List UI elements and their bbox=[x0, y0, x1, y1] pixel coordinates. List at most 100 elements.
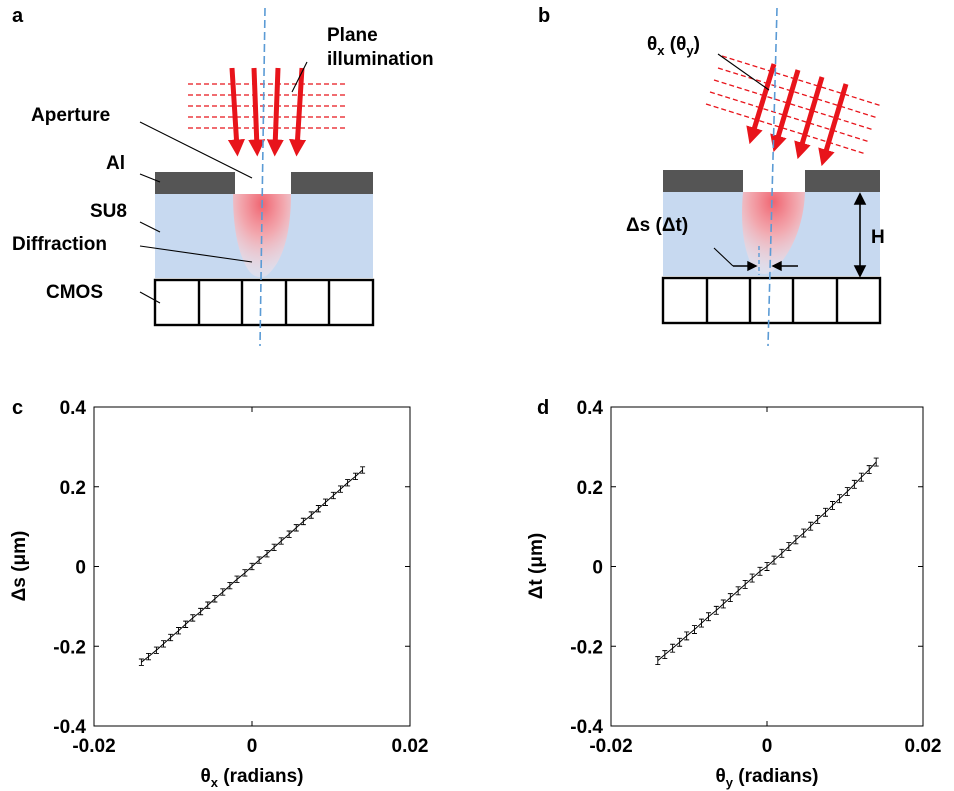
chart-d-error-bar bbox=[684, 631, 690, 641]
panel-a-label-su8: SU8 bbox=[90, 201, 127, 222]
chart-c-error-bar bbox=[337, 485, 343, 493]
panel-b-optical-axis bbox=[767, 7, 778, 347]
chart-d-error-bar bbox=[873, 457, 879, 467]
chart-c-xtick-label: 0.02 bbox=[392, 736, 429, 757]
chart-d-error-bar bbox=[757, 566, 763, 576]
chart-d-error-bar bbox=[851, 479, 857, 489]
panel-a-illumination-arrows bbox=[227, 67, 307, 157]
chart-c-error-bar bbox=[227, 582, 233, 590]
panel-b: b bbox=[538, 5, 885, 347]
panel-a-optical-axis bbox=[259, 7, 266, 347]
chart-c-ytick-label: 0 bbox=[75, 558, 86, 579]
chart-c-error-bar bbox=[352, 472, 358, 481]
chart-c-y-ticks: 0.4 0.2 0 -0.2 -0.4 bbox=[53, 398, 86, 738]
panel-b-cmos-array bbox=[661, 276, 882, 325]
chart-d-error-bar bbox=[713, 605, 719, 615]
panel-b-al-right bbox=[805, 170, 880, 192]
chart-c-error-bar bbox=[176, 627, 182, 635]
panel-c: c 0.4 0.2 0 -0.2 -0.4 -0.02 0 0.02 θx (r… bbox=[9, 397, 428, 790]
panel-b-height-arrow bbox=[853, 192, 867, 278]
chart-d-error-bar bbox=[858, 472, 864, 482]
panel-a-al-right bbox=[291, 172, 373, 194]
chart-c-error-bar bbox=[300, 517, 306, 526]
chart-d-error-bar bbox=[771, 555, 777, 565]
chart-d-error-bar bbox=[801, 528, 807, 538]
panel-b-label-theta: θx (θy) bbox=[647, 34, 700, 58]
chart-d-error-bar bbox=[742, 580, 748, 589]
panel-a-letter: a bbox=[12, 5, 24, 27]
chart-c-error-bar bbox=[183, 620, 189, 628]
chart-c-error-bar bbox=[168, 633, 174, 642]
chart-c-error-bar bbox=[286, 530, 292, 538]
panel-a-label-al: Al bbox=[106, 153, 125, 174]
chart-d-ytick-label: -0.4 bbox=[570, 717, 603, 738]
chart-d-error-bar bbox=[698, 618, 704, 628]
panel-a-label-diffraction: Diffraction bbox=[12, 234, 107, 255]
chart-c-error-bar bbox=[205, 601, 211, 609]
chart-c-error-bar bbox=[249, 562, 255, 571]
chart-d-xtick-label: 0 bbox=[762, 736, 773, 757]
chart-c-x-axis-title: θx (radians) bbox=[200, 766, 303, 790]
chart-c-error-bar bbox=[256, 556, 262, 564]
panel-a-diffraction-cone bbox=[233, 194, 291, 278]
panel-b-illumination-arrows bbox=[746, 63, 849, 167]
chart-d-series-line bbox=[657, 461, 877, 661]
chart-d-ytick-label: -0.2 bbox=[570, 637, 603, 658]
chart-c-y-axis-title: Δs (μm) bbox=[9, 531, 30, 602]
chart-d-error-bar bbox=[808, 521, 814, 531]
panel-a-label-illumination: illumination bbox=[327, 49, 434, 70]
panel-b-diffraction-cone bbox=[742, 192, 805, 274]
chart-d-error-bar bbox=[786, 542, 792, 551]
panel-b-plane-wave-lines bbox=[705, 55, 883, 155]
panel-a-label-cmos: CMOS bbox=[46, 282, 103, 303]
chart-c-xtick-label: 0 bbox=[247, 736, 258, 757]
chart-d-error-bar bbox=[779, 548, 785, 558]
chart-c-error-bar bbox=[330, 491, 336, 500]
chart-d-error-bar bbox=[837, 494, 843, 504]
chart-d-error-bar bbox=[662, 650, 668, 660]
chart-d-ytick-label: 0 bbox=[592, 558, 603, 579]
panel-b-theta-callout bbox=[717, 53, 770, 91]
chart-c-ytick-label: -0.2 bbox=[53, 637, 86, 658]
chart-c-error-bar bbox=[161, 640, 167, 648]
chart-d-error-bar bbox=[727, 593, 733, 603]
panel-a-al-left bbox=[155, 172, 235, 194]
chart-d-error-bar bbox=[764, 562, 770, 571]
panel-a-cmos-array bbox=[153, 278, 375, 327]
chart-c-error-bar bbox=[308, 511, 314, 519]
panel-b-al-left bbox=[663, 170, 743, 192]
chart-d-x-ticks: -0.02 0 0.02 bbox=[589, 736, 941, 757]
panel-a: a bbox=[12, 5, 434, 347]
chart-d-xtick-label: -0.02 bbox=[589, 736, 632, 757]
chart-d-error-bar bbox=[793, 535, 799, 545]
chart-c-marks bbox=[93, 406, 411, 727]
chart-d-ytick-label: 0.4 bbox=[577, 398, 604, 419]
chart-d-ytick-label: 0.2 bbox=[577, 478, 603, 499]
chart-c-error-bar bbox=[242, 569, 248, 577]
chart-c-error-bar bbox=[315, 505, 321, 513]
panel-a-label-plane: Plane bbox=[327, 25, 378, 46]
chart-d-xtick-label: 0.02 bbox=[905, 736, 942, 757]
panel-d: d 0.4 0.2 0 -0.2 -0.4 -0.02 0 0.02 θy (r… bbox=[526, 397, 941, 790]
chart-d-error-bar bbox=[866, 465, 872, 475]
panel-b-shift-arrows bbox=[713, 247, 798, 272]
chart-d-error-bar bbox=[735, 586, 741, 596]
chart-c-ytick-label: 0.2 bbox=[60, 478, 86, 499]
chart-c-error-bar bbox=[190, 614, 196, 622]
chart-d-error-bar bbox=[830, 501, 836, 510]
chart-c-error-bar bbox=[293, 524, 299, 532]
panel-b-label-height: H bbox=[871, 227, 885, 248]
chart-c-x-ticks: -0.02 0 0.02 bbox=[72, 736, 428, 757]
chart-d-error-bar bbox=[749, 573, 755, 583]
panel-a-plane-wave-lines bbox=[188, 83, 345, 129]
chart-d-error-bar bbox=[720, 599, 726, 609]
chart-d-error-bar bbox=[655, 656, 661, 666]
chart-c-error-bar bbox=[198, 607, 204, 616]
chart-c-error-bar bbox=[322, 498, 328, 506]
chart-c-xtick-label: -0.02 bbox=[72, 736, 115, 757]
chart-c-ytick-label: 0.4 bbox=[60, 398, 87, 419]
chart-c-error-bar bbox=[146, 652, 152, 661]
chart-d-error-bar bbox=[670, 643, 676, 653]
chart-c-error-bar bbox=[264, 550, 270, 558]
chart-d-error-bar bbox=[815, 515, 821, 524]
